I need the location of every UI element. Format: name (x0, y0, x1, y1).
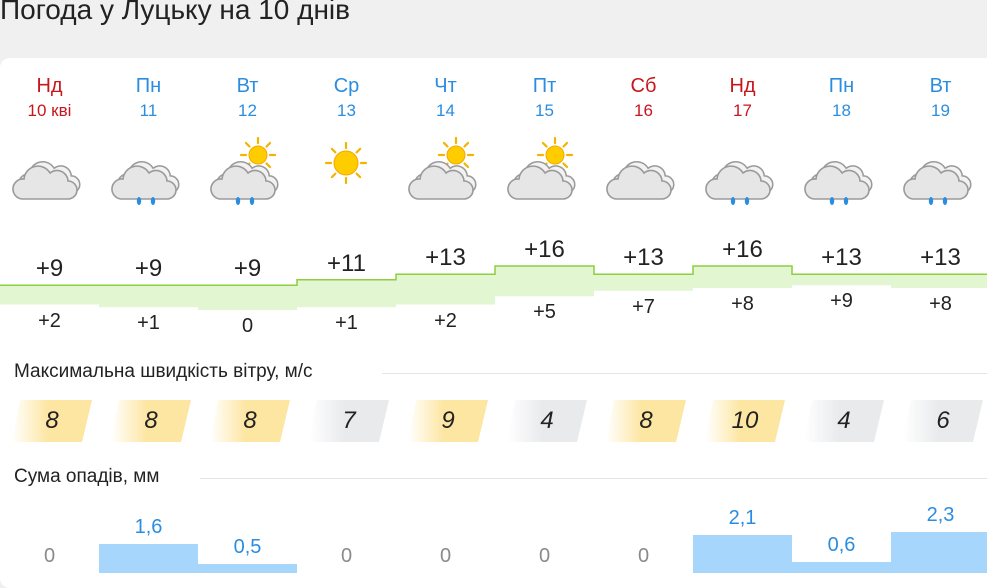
wind-speed-value: 8 (639, 407, 653, 434)
max-temp: +9 (233, 255, 262, 283)
max-temp: +16 (524, 236, 565, 263)
day-date: 19 (931, 101, 950, 120)
min-temp: 0 (241, 315, 254, 337)
day-name: Пн (135, 75, 162, 97)
cloud-rain-icon (693, 135, 792, 205)
wind-speed-badge: 6 (903, 400, 983, 442)
precip-value: 0 (439, 545, 452, 567)
wind-speed-badge: 4 (804, 400, 884, 442)
wind-speed-value: 7 (342, 407, 356, 434)
day-name: Вт (236, 75, 259, 97)
day-name: Пт (532, 75, 557, 97)
max-temp: +13 (821, 244, 862, 272)
page-title: Погода у Луцьку на 10 днів (0, 0, 351, 25)
day-name: Нд (36, 75, 63, 97)
wind-speed-value: 6 (936, 407, 950, 434)
wind-speed-value: 4 (540, 407, 554, 434)
divider (382, 373, 987, 374)
sun-icon (297, 135, 396, 205)
sun-cloud-icon (396, 135, 495, 205)
day-date: 11 (139, 101, 158, 120)
wind-speed-badge: 4 (507, 400, 587, 442)
wind-speed-badge: 7 (309, 400, 389, 442)
wind-speed-value: 8 (45, 407, 59, 434)
rain-drops-icon (235, 197, 255, 205)
precip-value: 0,6 (827, 534, 856, 557)
precip-bar (693, 535, 792, 573)
max-temp: +16 (722, 236, 763, 263)
max-temp: +13 (425, 244, 466, 272)
day-date: 16 (634, 101, 653, 120)
day-name: Нд (729, 75, 756, 97)
sun-cloud-icon (495, 135, 594, 205)
day-name: Вт (929, 75, 952, 97)
wind-speed-badge: 8 (606, 400, 686, 442)
precip-bar (99, 544, 198, 573)
precip-bar (891, 531, 987, 573)
day-name: Пн (828, 75, 855, 97)
day-date: 10 кві (27, 101, 72, 120)
max-temp: +9 (35, 255, 64, 283)
wind-speed-value: 10 (731, 407, 759, 434)
rain-drops-icon (136, 197, 156, 205)
day-date: 15 (535, 101, 554, 120)
cloud-rain-icon (792, 135, 891, 205)
rain-drops-icon (928, 197, 948, 205)
precip-value: 0,5 (233, 536, 262, 558)
sun-icon (324, 141, 368, 185)
precip-bar (792, 562, 891, 573)
cloudy-icon (0, 135, 99, 205)
day-date: 18 (832, 101, 851, 120)
min-temp: +5 (533, 301, 556, 324)
max-temp: +13 (623, 244, 664, 272)
day-date: 14 (436, 101, 455, 120)
precip-value: 0 (538, 545, 551, 567)
min-temp: +8 (929, 293, 952, 315)
precip-value: 0 (340, 545, 353, 567)
divider (200, 478, 987, 479)
cloudy-icon (594, 135, 693, 205)
min-temp: +2 (434, 309, 457, 332)
sun-cloud-rain-icon (198, 135, 297, 205)
precip-value: 2,1 (728, 507, 757, 530)
precip-bar (198, 564, 297, 573)
precip-value: 0 (43, 545, 56, 567)
min-temp: +9 (830, 290, 853, 313)
wind-speed-badge: 8 (210, 400, 290, 442)
wind-speed-badge: 8 (12, 400, 92, 442)
max-temp: +13 (920, 244, 961, 272)
wind-speed-value: 9 (441, 407, 455, 434)
min-temp: +1 (137, 312, 160, 335)
rain-drops-icon (730, 197, 750, 205)
precip-value: 2,3 (926, 503, 955, 526)
precip-section-title: Сума опадів, мм (14, 466, 160, 487)
day-name: Сб (630, 75, 657, 97)
min-temp: +8 (731, 293, 754, 315)
rain-drops-icon (829, 197, 849, 205)
precip-value: 1,6 (134, 516, 163, 539)
max-temp: +9 (134, 255, 163, 283)
day-date: 12 (238, 101, 257, 120)
cloud-rain-icon (891, 135, 987, 205)
day-name: Чт (434, 75, 457, 97)
day-date: 13 (337, 101, 356, 120)
min-temp: +7 (632, 295, 655, 318)
wind-section-title: Максимальна швидкість вітру, м/с (14, 361, 313, 382)
precip-value: 0 (637, 545, 650, 567)
cloud-rain-icon (99, 135, 198, 205)
day-name: Ср (333, 75, 360, 97)
max-temp: +11 (327, 249, 366, 277)
wind-speed-value: 4 (837, 407, 851, 434)
wind-speed-badge: 8 (111, 400, 191, 442)
wind-speed-badge: 10 (705, 400, 785, 442)
min-temp: +2 (38, 309, 61, 332)
wind-speed-badge: 9 (408, 400, 488, 442)
day-date: 17 (733, 101, 752, 120)
wind-speed-value: 8 (144, 407, 158, 434)
min-temp: +1 (335, 312, 358, 335)
wind-speed-value: 8 (243, 407, 257, 434)
forecast-card (0, 58, 987, 588)
